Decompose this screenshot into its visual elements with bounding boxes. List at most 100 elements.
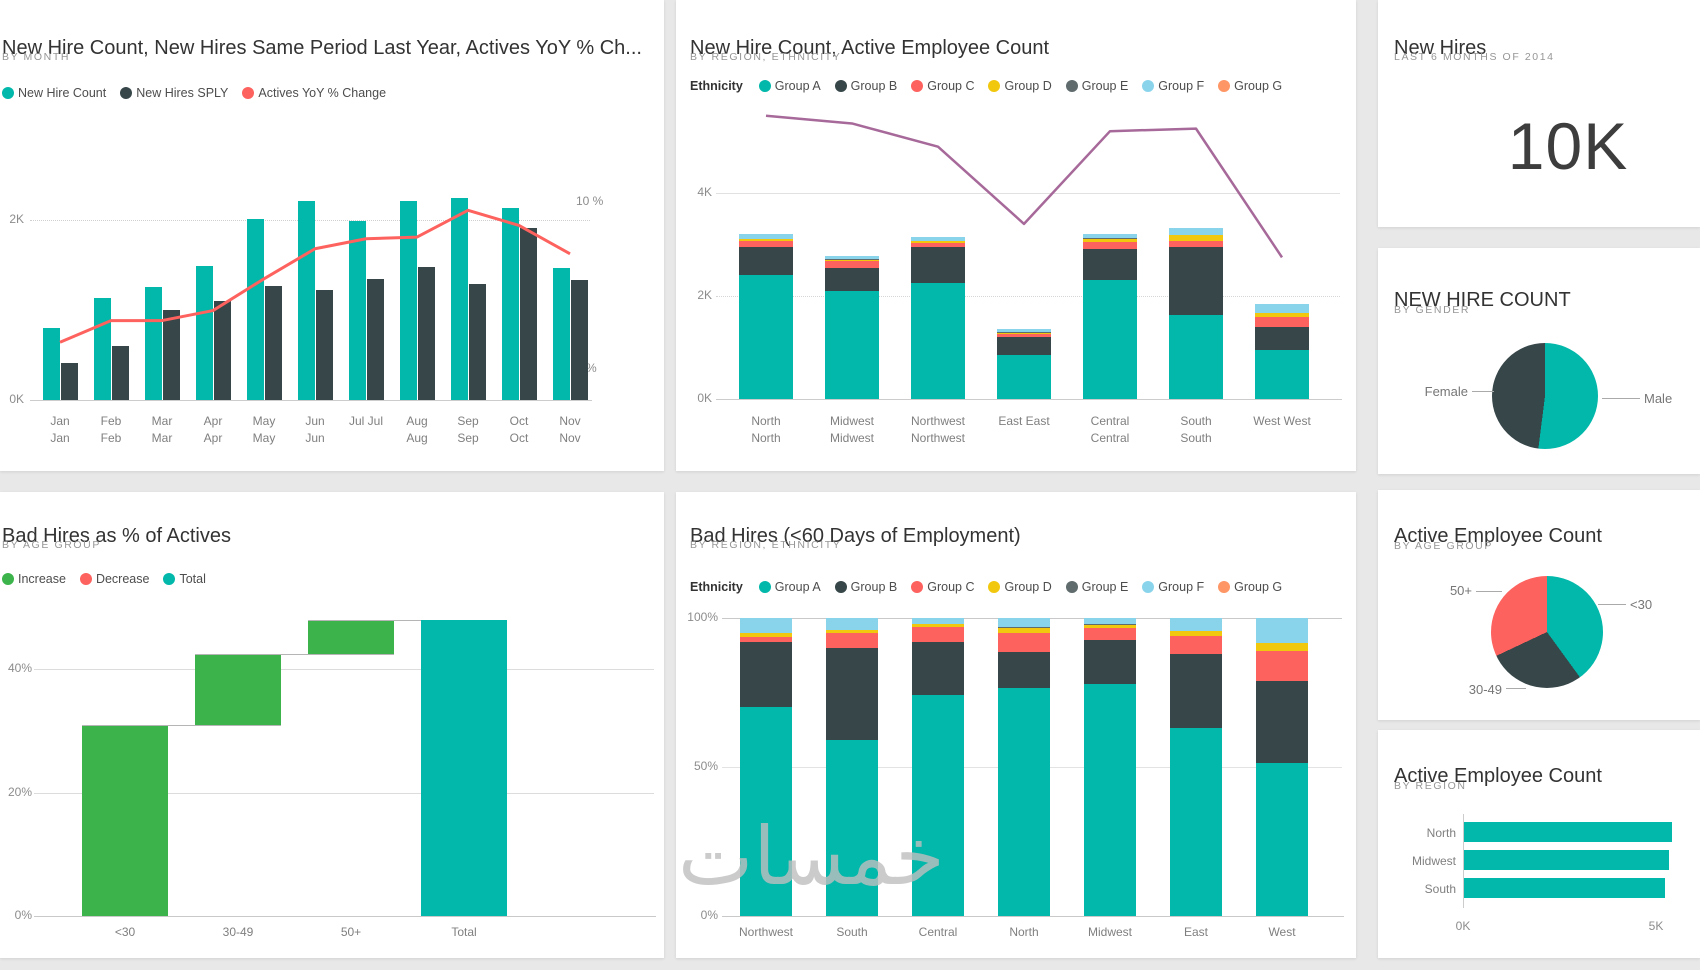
bar-segment[interactable] bbox=[1084, 623, 1136, 626]
bar-segment[interactable] bbox=[997, 332, 1051, 335]
legend-item[interactable]: Group D bbox=[988, 79, 1052, 93]
bar-segment[interactable] bbox=[1170, 631, 1222, 636]
bar-segment[interactable] bbox=[417, 266, 435, 400]
bar-segment[interactable] bbox=[570, 280, 588, 400]
bar-segment[interactable] bbox=[1170, 653, 1222, 729]
bar-segment[interactable] bbox=[740, 641, 792, 708]
bar-segment[interactable] bbox=[739, 247, 793, 276]
bar-segment[interactable] bbox=[1169, 227, 1223, 236]
bar-segment[interactable] bbox=[740, 632, 792, 638]
stacked-bar-line-plot[interactable]: 0K 2K 4K North North Midwest Midwest Northwes… bbox=[676, 0, 1356, 471]
bar-segment[interactable] bbox=[825, 258, 879, 260]
bar-segment[interactable] bbox=[997, 337, 1051, 356]
bar-segment[interactable] bbox=[1256, 762, 1308, 916]
bar-segment[interactable] bbox=[1170, 728, 1222, 916]
age-pie-plot[interactable]: 50+ <30 30-49 bbox=[1378, 490, 1700, 720]
bar-segment[interactable] bbox=[1255, 303, 1309, 313]
region-bar[interactable] bbox=[1464, 850, 1669, 870]
bar-segment[interactable] bbox=[740, 618, 792, 633]
region-bar[interactable] bbox=[1464, 822, 1673, 842]
bar-segment[interactable] bbox=[825, 261, 879, 268]
gender-pie[interactable] bbox=[1492, 343, 1598, 449]
gender-pie-plot[interactable]: Female Male bbox=[1378, 248, 1700, 474]
legend-item[interactable]: Group E bbox=[1065, 580, 1128, 594]
bar-segment[interactable] bbox=[1084, 618, 1136, 624]
bar-segment[interactable] bbox=[1083, 248, 1137, 280]
legend-item[interactable]: Increase bbox=[2, 572, 66, 586]
bar-segment[interactable] bbox=[912, 695, 964, 916]
bar-segment[interactable] bbox=[468, 283, 486, 400]
legend-item[interactable]: Group E bbox=[1065, 79, 1128, 93]
legend-item[interactable]: Group D bbox=[988, 580, 1052, 594]
legend-item[interactable]: Group B bbox=[834, 580, 897, 594]
bar-segment[interactable] bbox=[1169, 241, 1223, 247]
bar-segment[interactable] bbox=[315, 290, 333, 400]
bar-segment[interactable] bbox=[1169, 235, 1223, 242]
tile-active-count-by-age[interactable]: Active Employee Count BY AGE GROUP 50+ <3… bbox=[1378, 490, 1700, 720]
bar-segment[interactable] bbox=[740, 637, 792, 642]
bar-segment[interactable] bbox=[998, 626, 1050, 629]
legend-item[interactable]: Total bbox=[163, 572, 206, 586]
bar-segment[interactable] bbox=[144, 286, 162, 400]
bar-segment[interactable] bbox=[740, 707, 792, 916]
bar-segment[interactable] bbox=[1170, 618, 1222, 632]
bar-segment[interactable] bbox=[911, 243, 965, 248]
bar-segment[interactable] bbox=[1256, 680, 1308, 763]
bar-segment[interactable] bbox=[912, 623, 964, 627]
bar-segment[interactable] bbox=[997, 334, 1051, 338]
bar-segment[interactable] bbox=[826, 647, 878, 741]
legend-item[interactable]: New Hire Count bbox=[2, 86, 106, 100]
tile-active-count-by-region[interactable]: Active Employee Count BY REGION North Mid… bbox=[1378, 730, 1700, 958]
bar-segment[interactable] bbox=[1170, 635, 1222, 654]
bar-segment[interactable] bbox=[93, 298, 111, 400]
bar-segment[interactable] bbox=[998, 618, 1050, 627]
bar-segment[interactable] bbox=[739, 238, 793, 241]
legend-item[interactable]: Group G bbox=[1218, 580, 1282, 594]
bar-segment[interactable] bbox=[997, 328, 1051, 332]
bar-segment[interactable] bbox=[998, 632, 1050, 653]
bar-segment[interactable] bbox=[912, 626, 964, 642]
bar-segment[interactable] bbox=[1084, 683, 1136, 916]
bar-segment[interactable] bbox=[1083, 242, 1137, 249]
legend-item[interactable]: Actives YoY % Change bbox=[242, 86, 386, 100]
legend-item[interactable]: Group A bbox=[758, 79, 821, 93]
waterfall-bar[interactable] bbox=[308, 619, 394, 654]
age-pie[interactable] bbox=[1491, 576, 1603, 688]
bar-segment[interactable] bbox=[366, 279, 384, 400]
tile-new-hire-active-by-region[interactable]: New Hire Count, Active Employee Count BY… bbox=[676, 0, 1356, 471]
bar-segment[interactable] bbox=[552, 267, 570, 400]
bar-segment[interactable] bbox=[1084, 628, 1136, 641]
legend-item[interactable]: Group F bbox=[1142, 580, 1204, 594]
bar-segment[interactable] bbox=[213, 301, 231, 400]
region-hbar-plot[interactable]: North Midwest South 0K 5K bbox=[1378, 730, 1700, 958]
bar-segment[interactable] bbox=[998, 688, 1050, 916]
tile-bad-hires-by-region[interactable]: Bad Hires (<60 Days of Employment) BY RE… bbox=[676, 492, 1356, 958]
bar-segment[interactable] bbox=[826, 632, 878, 648]
bar-segment[interactable] bbox=[1255, 326, 1309, 351]
waterfall-bar[interactable] bbox=[195, 653, 281, 725]
tile-new-hires-kpi[interactable]: New Hires LAST 6 MONTHS OF 2014 10K bbox=[1378, 0, 1700, 227]
waterfall-plot[interactable]: 0% 20% 40% <30 30-49 50+ Total bbox=[0, 492, 664, 958]
bar-segment[interactable] bbox=[195, 265, 213, 400]
legend-item[interactable]: Group G bbox=[1218, 79, 1282, 93]
tile-new-hire-count-by-gender[interactable]: NEW HIRE COUNT BY GENDER Female Male bbox=[1378, 248, 1700, 474]
bar-segment[interactable] bbox=[1083, 239, 1137, 243]
bar-segment[interactable] bbox=[825, 259, 879, 262]
bar-segment[interactable] bbox=[1084, 625, 1136, 629]
bar-segment[interactable] bbox=[42, 328, 60, 400]
tile-bad-hires-pct-of-actives[interactable]: Bad Hires as % of Actives BY AGE GROUP I… bbox=[0, 492, 664, 958]
bar-segment[interactable] bbox=[1256, 650, 1308, 681]
bar-segment[interactable] bbox=[825, 256, 879, 259]
legend-item[interactable]: Decrease bbox=[79, 572, 149, 586]
bar-segment[interactable] bbox=[162, 310, 180, 400]
bar-segment[interactable] bbox=[911, 241, 965, 244]
legend-item[interactable]: Group C bbox=[911, 79, 974, 93]
waterfall-bar[interactable] bbox=[82, 724, 168, 916]
bar-segment[interactable] bbox=[399, 201, 417, 400]
bar-segment[interactable] bbox=[1169, 315, 1223, 399]
bar-segment[interactable] bbox=[997, 355, 1051, 399]
bar-segment[interactable] bbox=[1255, 316, 1309, 327]
bar-segment[interactable] bbox=[1256, 643, 1308, 651]
bar-segment[interactable] bbox=[826, 629, 878, 633]
legend-item[interactable]: Group A bbox=[758, 580, 821, 594]
